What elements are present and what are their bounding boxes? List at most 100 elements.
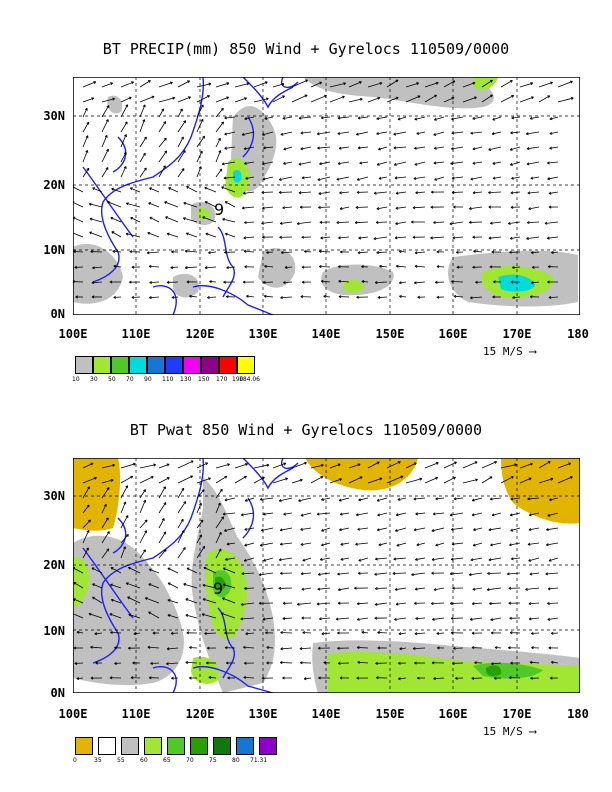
wind-vector [415, 191, 426, 194]
wind-vector [245, 176, 255, 180]
wind-vector-head [280, 631, 283, 635]
wind-vector-head [258, 573, 262, 577]
wind-vector-head [509, 80, 513, 83]
wind-vector-head [221, 516, 225, 520]
wind-vector-head [468, 573, 472, 577]
wind-vector [321, 632, 331, 635]
wind-vector [317, 146, 331, 149]
wind-vector [244, 116, 255, 120]
wind-vector-head [549, 117, 553, 121]
wind-vector-head [280, 571, 283, 575]
wind-vector [490, 221, 502, 224]
wind-vector-head [320, 279, 324, 283]
wind-vector [357, 661, 369, 664]
wind-vector-head [226, 266, 229, 270]
wind-vector [241, 572, 255, 575]
wind-vector [215, 475, 228, 484]
wind-vector-head [185, 232, 189, 236]
wind-vector-head [298, 116, 302, 120]
wind-vector-head [258, 601, 262, 605]
wind-vector-head [527, 497, 530, 501]
wind-vector [73, 216, 84, 223]
wind-vector-head [510, 280, 514, 284]
wind-vector [375, 587, 388, 590]
wind-vector-head [148, 568, 152, 572]
wind-vector-head [110, 583, 113, 587]
wind-vector [399, 647, 407, 650]
wind-vector [470, 617, 483, 620]
wind-vector-head [202, 583, 206, 587]
wind-vector [399, 250, 407, 253]
p1-lon-160e: 160E [438, 327, 468, 341]
wind-vector-head [397, 661, 401, 665]
p2-swatch [98, 737, 116, 755]
wind-vector-head [218, 548, 222, 552]
wind-vector-head [88, 202, 92, 206]
wind-vector-head [241, 206, 245, 210]
wind-vector [509, 146, 521, 151]
wind-vector [470, 176, 483, 180]
wind-vector-head [549, 131, 553, 135]
wind-vector-head [338, 265, 341, 269]
wind-vector [139, 104, 146, 118]
p1-lat-30n: 30N [43, 109, 65, 123]
wind-vector [500, 464, 517, 469]
wind-vector [82, 81, 97, 88]
wind-vector-head [416, 82, 419, 86]
wind-vector-head [206, 646, 210, 650]
wind-vector-head [411, 220, 414, 224]
wind-vector [319, 161, 331, 165]
p1-lat-20n: 20N [43, 178, 65, 192]
wind-vector [282, 206, 293, 209]
wind-vector-head [261, 162, 265, 166]
wind-vector-head [528, 528, 532, 532]
wind-vector [283, 281, 293, 284]
wind-vector-head [94, 632, 98, 636]
wind-vector [470, 557, 483, 561]
wind-vector-head [262, 177, 266, 181]
wind-vector-head [472, 191, 476, 195]
wind-vector-head [263, 512, 266, 516]
wind-vector [405, 462, 417, 469]
wind-vector-head [357, 146, 361, 150]
wind-vector-head [278, 586, 282, 590]
wind-vector-head [205, 661, 209, 665]
wind-vector [234, 463, 248, 469]
wind-vector-head [106, 487, 110, 491]
wind-vector [107, 201, 122, 208]
wind-vector [526, 161, 540, 165]
wind-vector-head [123, 546, 126, 550]
wind-vector-head [471, 602, 475, 606]
wind-vector [374, 191, 388, 194]
wind-vector-head [490, 617, 494, 622]
wind-vector-head [166, 232, 170, 236]
wind-vector [297, 602, 312, 605]
wind-vector [88, 613, 103, 619]
wind-vector [386, 475, 404, 484]
wind-vector-head [259, 543, 263, 547]
wind-vector-head [245, 632, 249, 636]
wind-vector [120, 546, 126, 559]
wind-vector-head [278, 190, 282, 194]
wind-vector [547, 617, 559, 621]
wind-vector-head [356, 676, 360, 680]
wind-vector [215, 548, 222, 559]
wind-vector [488, 557, 502, 561]
wind-vector [405, 82, 419, 88]
wind-vector-head [300, 527, 304, 531]
wind-vector-head [87, 519, 91, 523]
wind-vector-head [131, 81, 134, 85]
wind-vector [340, 557, 350, 560]
storm-symbol: 9 [213, 579, 223, 598]
wind-vector [317, 587, 331, 590]
wind-vector-head [528, 617, 532, 621]
wind-vector [358, 497, 369, 501]
wind-vector-head [373, 191, 377, 195]
wind-vector [234, 475, 247, 484]
wind-vector [397, 497, 407, 501]
wind-vector-head [224, 201, 228, 204]
wind-vector-head [281, 82, 285, 86]
wind-vector-head [86, 547, 89, 551]
wind-vector-head [90, 250, 93, 254]
wind-vector-head [128, 646, 131, 650]
